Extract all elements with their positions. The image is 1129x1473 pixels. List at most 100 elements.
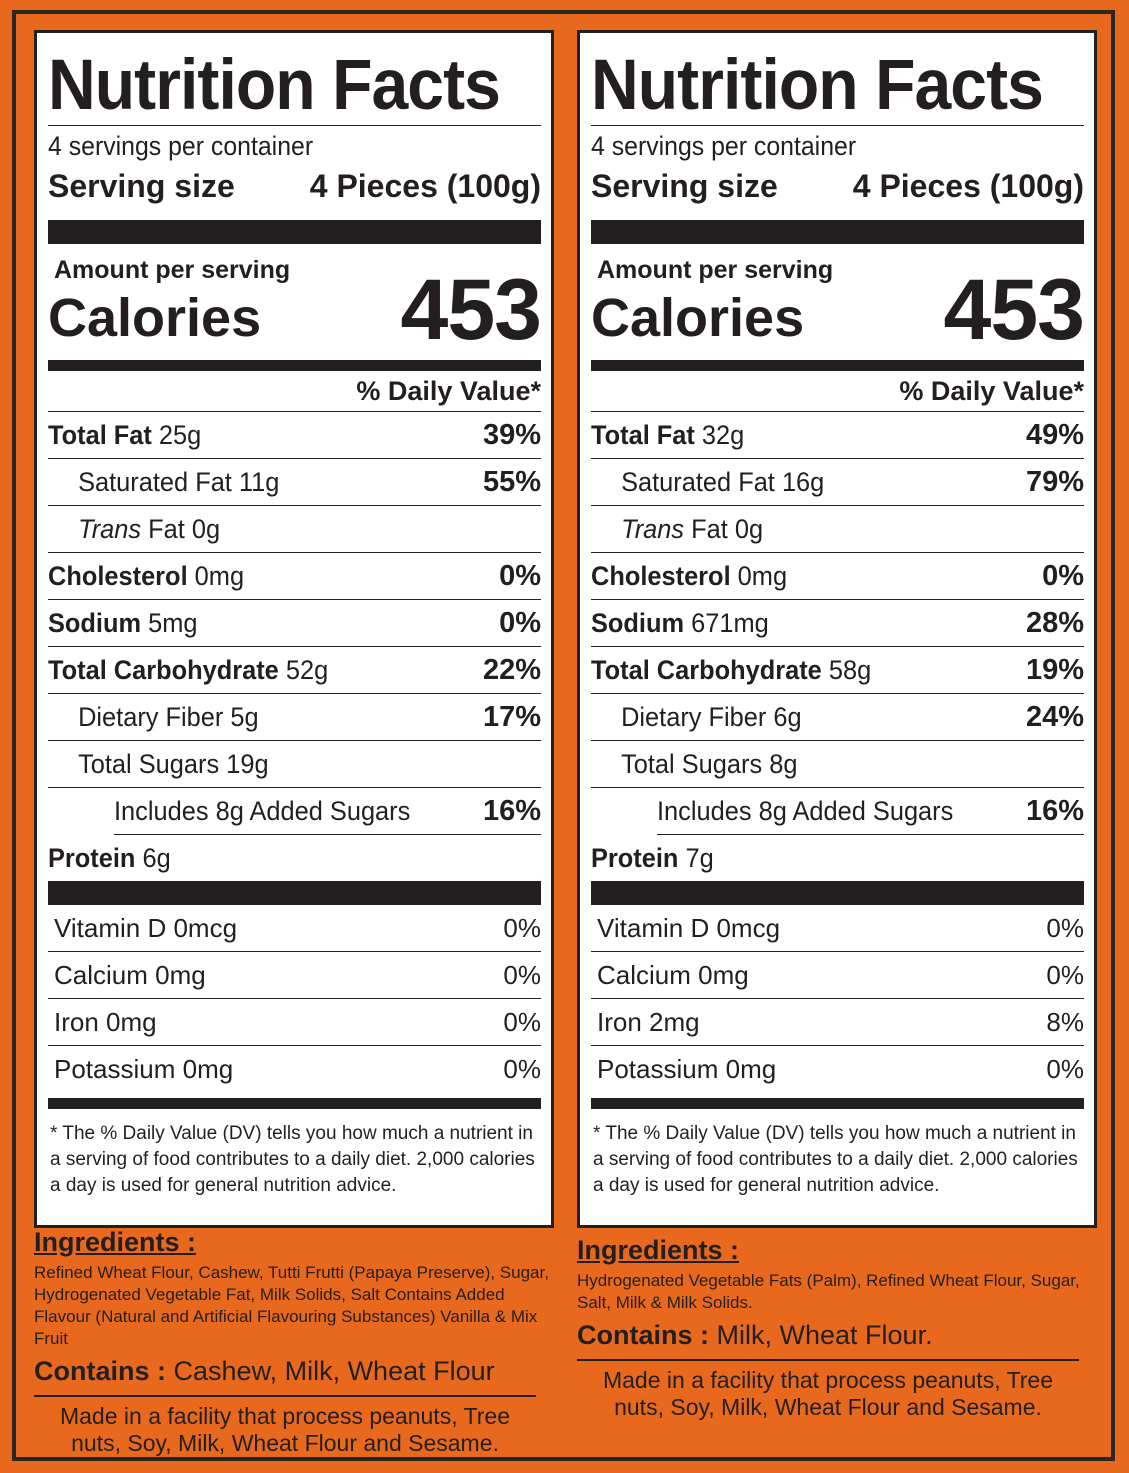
nutrient-row: Dietary Fiber 5g 17% bbox=[48, 694, 541, 741]
footnote-star: * bbox=[593, 1123, 601, 1144]
footnote-star: * bbox=[50, 1123, 58, 1144]
amount-per-serving: Amount per serving bbox=[54, 256, 291, 284]
nutrient-name: Saturated Fat 11g bbox=[48, 467, 279, 498]
nutrition-facts-title: Nutrition Facts bbox=[48, 46, 501, 125]
serving-size-row: Serving size 4 Pieces (100g) bbox=[48, 166, 541, 206]
nutrient-row: Sodium 671mg 28% bbox=[591, 600, 1084, 647]
nutrient-label: Dietary Fiber bbox=[78, 701, 224, 732]
nutrient-row: Protein 6g bbox=[48, 835, 541, 881]
contains-line: Contains : Milk, Wheat Flour. bbox=[577, 1320, 1097, 1351]
vitamin-daily-value: 0% bbox=[503, 959, 541, 990]
nutrient-label: Total Sugars bbox=[78, 748, 220, 779]
serving-size-label: Serving size bbox=[48, 168, 235, 204]
calories-row: Calories 453 bbox=[591, 267, 1085, 353]
contains-value: Milk, Wheat Flour. bbox=[716, 1320, 933, 1350]
nutrient-row: Protein 7g bbox=[591, 835, 1084, 881]
vitamin-row: Potassium 0mg 0% bbox=[591, 1046, 1084, 1092]
vitamin-name: Vitamin D 0mcg bbox=[54, 913, 237, 944]
nutrient-label: Saturated Fat bbox=[621, 466, 775, 497]
nutrient-name: Cholesterol 0mg bbox=[591, 561, 787, 592]
vitamin-label: Iron bbox=[597, 1006, 642, 1037]
nutrient-amount: 16g bbox=[781, 466, 825, 497]
vitamin-amount: 0mg bbox=[725, 1053, 777, 1084]
nutrient-daily-value: 22% bbox=[482, 653, 541, 686]
vitamin-name: Potassium 0mg bbox=[54, 1054, 233, 1085]
vitamin-label: Potassium bbox=[54, 1053, 176, 1084]
nutrient-daily-value: 0% bbox=[1042, 559, 1084, 592]
nutrient-name: Trans Fat 0g bbox=[48, 514, 220, 545]
nutrient-label: Includes 8g Added Sugars bbox=[114, 795, 411, 826]
nutrient-amount: 0g bbox=[191, 513, 221, 544]
amount-per-serving: Amount per serving bbox=[597, 256, 834, 284]
nutrient-label: Trans bbox=[621, 513, 685, 544]
vitamin-amount: 0mg bbox=[155, 959, 206, 990]
nutrient-daily-value: 19% bbox=[1025, 653, 1084, 686]
vitamin-row: Vitamin D 0mcg 0% bbox=[48, 905, 541, 952]
vitamin-list: Vitamin D 0mcg 0% Calcium 0mg 0% Iron 2mg 8% P… bbox=[591, 905, 1084, 1092]
vitamin-name: Calcium 0mg bbox=[597, 960, 749, 991]
nutrient-name: Dietary Fiber 5g bbox=[48, 702, 259, 733]
vitamin-label: Vitamin D bbox=[597, 912, 710, 943]
nutrient-amount: 6g bbox=[773, 701, 802, 732]
thick-rule bbox=[591, 220, 1084, 244]
nutrient-row: Total Fat 32g 49% bbox=[591, 412, 1084, 459]
nutrient-amount: 5mg bbox=[148, 607, 198, 638]
nutrient-name: Total Sugars 8g bbox=[591, 749, 797, 780]
nutrient-label-suffix: Fat bbox=[684, 513, 728, 544]
nutrient-row: Total Sugars 19g bbox=[48, 741, 541, 788]
nutrient-amount: 7g bbox=[685, 842, 714, 873]
vitamin-amount: 2mg bbox=[649, 1006, 700, 1037]
nutrient-row: Dietary Fiber 6g 24% bbox=[591, 694, 1084, 741]
vitamin-row: Potassium 0mg 0% bbox=[48, 1046, 541, 1092]
nutrient-amount: 0mg bbox=[737, 560, 788, 591]
facility-statement: Made in a facility that process peanuts,… bbox=[59, 1403, 511, 1456]
nutrient-label: Total Fat bbox=[48, 419, 152, 450]
vitamin-amount: 0mg bbox=[106, 1006, 157, 1037]
contains-label: Contains : bbox=[577, 1320, 709, 1350]
vitamin-daily-value: 0% bbox=[503, 912, 541, 943]
servings-per-container: 4 servings per container bbox=[591, 131, 857, 161]
nutrient-row: Total Carbohydrate 52g 22% bbox=[48, 647, 541, 694]
calories-row: Calories 453 bbox=[48, 267, 542, 353]
ingredients-block: Ingredients : Refined Wheat Flour, Cashe… bbox=[34, 1227, 554, 1457]
nutrient-row: Cholesterol 0mg 0% bbox=[591, 553, 1084, 600]
nutrient-label: Cholesterol bbox=[48, 560, 188, 591]
nutrient-label: Total Carbohydrate bbox=[48, 654, 279, 685]
nutrient-row: Saturated Fat 11g 55% bbox=[48, 459, 541, 506]
nutrition-facts-label: Nutrition Facts 4 servings per container… bbox=[577, 30, 1097, 1228]
ingredients-text: Refined Wheat Flour, Cashew, Tutti Frutt… bbox=[34, 1263, 549, 1348]
nutrient-name: Total Fat 25g bbox=[48, 420, 201, 451]
servings-per-container: 4 servings per container bbox=[48, 131, 314, 161]
vitamin-daily-value: 0% bbox=[1046, 912, 1084, 943]
divider bbox=[34, 1395, 536, 1397]
vitamin-row: Iron 2mg 8% bbox=[591, 999, 1084, 1046]
nutrient-daily-value: 16% bbox=[482, 794, 541, 827]
medium-rule bbox=[48, 1098, 541, 1109]
vitamin-row: Calcium 0mg 0% bbox=[591, 952, 1084, 999]
vitamin-list: Vitamin D 0mcg 0% Calcium 0mg 0% Iron 0mg 0% P… bbox=[48, 905, 541, 1092]
nutrient-amount: 8g bbox=[769, 748, 798, 779]
nutrient-row: Includes 8g Added Sugars 16% bbox=[114, 788, 541, 835]
nutrient-row: Total Fat 25g 39% bbox=[48, 412, 541, 459]
calories-value: 453 bbox=[400, 262, 542, 358]
nutrient-name: Includes 8g Added Sugars bbox=[114, 796, 410, 827]
divider bbox=[577, 1359, 1079, 1361]
contains-value: Cashew, Milk, Wheat Flour bbox=[173, 1356, 495, 1386]
nutrient-amount: 6g bbox=[142, 842, 171, 873]
ingredients-heading: Ingredients : bbox=[34, 1227, 197, 1257]
nutrient-name: Total Fat 32g bbox=[591, 420, 744, 451]
nutrient-row: Total Sugars 8g bbox=[591, 741, 1084, 788]
nutrient-label-suffix: Fat bbox=[141, 513, 185, 544]
vitamin-daily-value: 0% bbox=[1046, 959, 1084, 990]
nutrient-amount: 25g bbox=[158, 419, 202, 450]
nutrient-label: Sodium bbox=[591, 607, 685, 638]
nutrition-facts-title: Nutrition Facts bbox=[591, 46, 1044, 125]
nutrient-daily-value: 0% bbox=[499, 606, 541, 639]
calories-label: Calories bbox=[591, 288, 805, 348]
nutrient-daily-value: 0% bbox=[499, 559, 541, 592]
nutrient-daily-value: 79% bbox=[1025, 465, 1084, 498]
vitamin-row: Calcium 0mg 0% bbox=[48, 952, 541, 999]
nutrient-name: Total Carbohydrate 58g bbox=[591, 655, 871, 686]
nutrient-name: Protein 6g bbox=[48, 843, 171, 874]
vitamin-daily-value: 0% bbox=[503, 1006, 541, 1037]
